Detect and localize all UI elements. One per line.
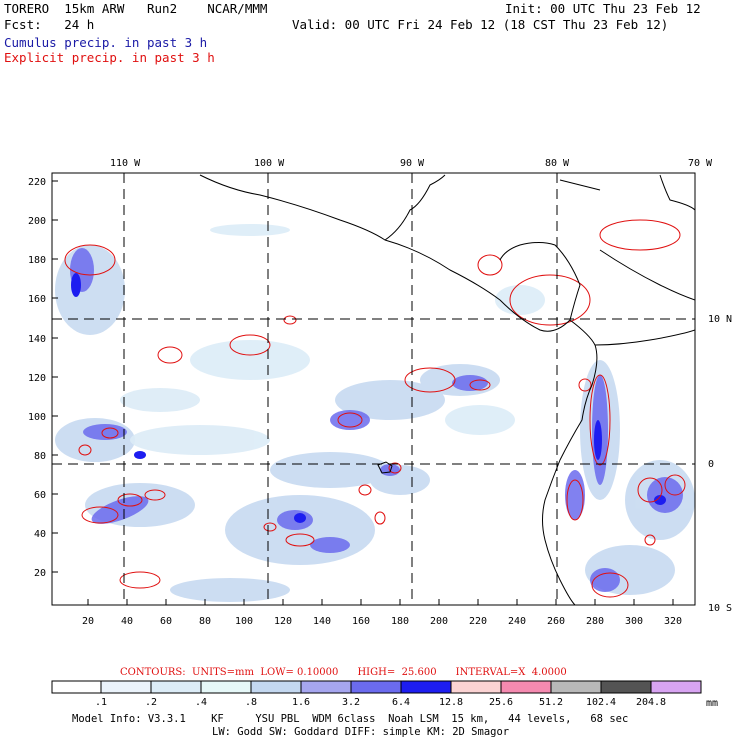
x-tick-label: 260: [547, 616, 565, 627]
y-tick-label: 100: [28, 412, 46, 423]
x-tick-label: 220: [469, 616, 487, 627]
colorbar-label: .8: [244, 697, 258, 708]
explicit-field-label: Explicit precip. in past 3 h: [4, 50, 215, 65]
lon-label-100w: 100 W: [254, 158, 285, 169]
cumulus-field-label: Cumulus precip. in past 3 h: [4, 35, 208, 50]
colorbar-swatch: [100, 680, 152, 694]
lon-label-80w: 80 W: [545, 158, 570, 169]
lon-label-90w: 90 W: [400, 158, 425, 169]
lat-label-10n: 10 N: [708, 314, 732, 325]
colorbar-label: 3.2: [341, 697, 361, 708]
x-tick-label: 100: [235, 616, 253, 627]
colorbar-label: 102.4: [585, 697, 617, 708]
y-tick-label: 200: [28, 216, 46, 227]
contour-info: CONTOURS: UNITS=mm LOW= 0.10000 HIGH= 25…: [120, 667, 567, 678]
lat-label-10s: 10 S: [708, 603, 732, 614]
y-tick-label: 20: [34, 568, 46, 579]
colorbar-label: .4: [194, 697, 208, 708]
precip-field: [52, 173, 695, 605]
colorbar-swatch: [150, 680, 202, 694]
valid-time: Valid: 00 UTC Fri 24 Feb 12 (18 CST Thu …: [292, 17, 669, 32]
x-tick-label: 240: [508, 616, 526, 627]
lat-label-0: 0: [708, 459, 714, 470]
init-time: Init: 00 UTC Thu 23 Feb 12: [505, 1, 701, 16]
colorbar-label: .2: [144, 697, 158, 708]
colorbar-label: 6.4: [391, 697, 411, 708]
lon-label-110w: 110 W: [110, 158, 141, 169]
colorbar-swatch: [550, 680, 602, 694]
colorbar-swatch: [450, 680, 502, 694]
colorbar-label: 51.2: [538, 697, 564, 708]
x-tick-label: 40: [121, 616, 133, 627]
y-tick-label: 180: [28, 255, 46, 266]
x-tick-label: 200: [430, 616, 448, 627]
colorbar: [51, 680, 702, 694]
colorbar-unit: mm: [705, 698, 719, 709]
y-tick-label: 80: [34, 451, 46, 462]
colorbar-label: 25.6: [488, 697, 514, 708]
model-info: Model Info: V3.3.1 KF YSU PBL WDM 6class…: [72, 713, 629, 725]
colorbar-swatch: [600, 680, 652, 694]
colorbar-label: .1: [94, 697, 108, 708]
x-tick-label: 160: [352, 616, 370, 627]
colorbar-swatch: [300, 680, 352, 694]
y-tick-label: 220: [28, 177, 46, 188]
colorbar-label: 12.8: [438, 697, 464, 708]
x-tick-label: 280: [586, 616, 604, 627]
y-tick-label: 60: [34, 490, 46, 501]
colorbar-label: 204.8: [635, 697, 667, 708]
y-tick-label: 160: [28, 294, 46, 305]
colorbar-swatch: [650, 680, 702, 694]
y-tick-label: 140: [28, 334, 46, 345]
x-tick-label: 180: [391, 616, 409, 627]
x-tick-label: 80: [199, 616, 211, 627]
colorbar-swatch: [51, 680, 102, 694]
x-tick-label: 300: [625, 616, 643, 627]
colorbar-swatch: [200, 680, 252, 694]
physics-info: LW: Godd SW: Goddard DIFF: simple KM: 2D…: [212, 726, 510, 738]
y-tick-label: 120: [28, 373, 46, 384]
colorbar-swatch: [350, 680, 402, 694]
colorbar-label: 1.6: [291, 697, 311, 708]
model-title: TORERO 15km ARW Run2 NCAR/MMM: [4, 1, 268, 16]
forecast-hour: Fcst: 24 h: [4, 17, 95, 32]
y-tick-label: 40: [34, 529, 46, 540]
colorbar-swatch: [250, 680, 302, 694]
x-tick-label: 20: [82, 616, 94, 627]
colorbar-swatch: [400, 680, 452, 694]
x-tick-label: 320: [664, 616, 682, 627]
lon-label-70w: 70 W: [688, 158, 713, 169]
x-tick-label: 60: [160, 616, 172, 627]
colorbar-swatch: [500, 680, 552, 694]
x-tick-label: 140: [313, 616, 331, 627]
x-tick-label: 120: [274, 616, 292, 627]
